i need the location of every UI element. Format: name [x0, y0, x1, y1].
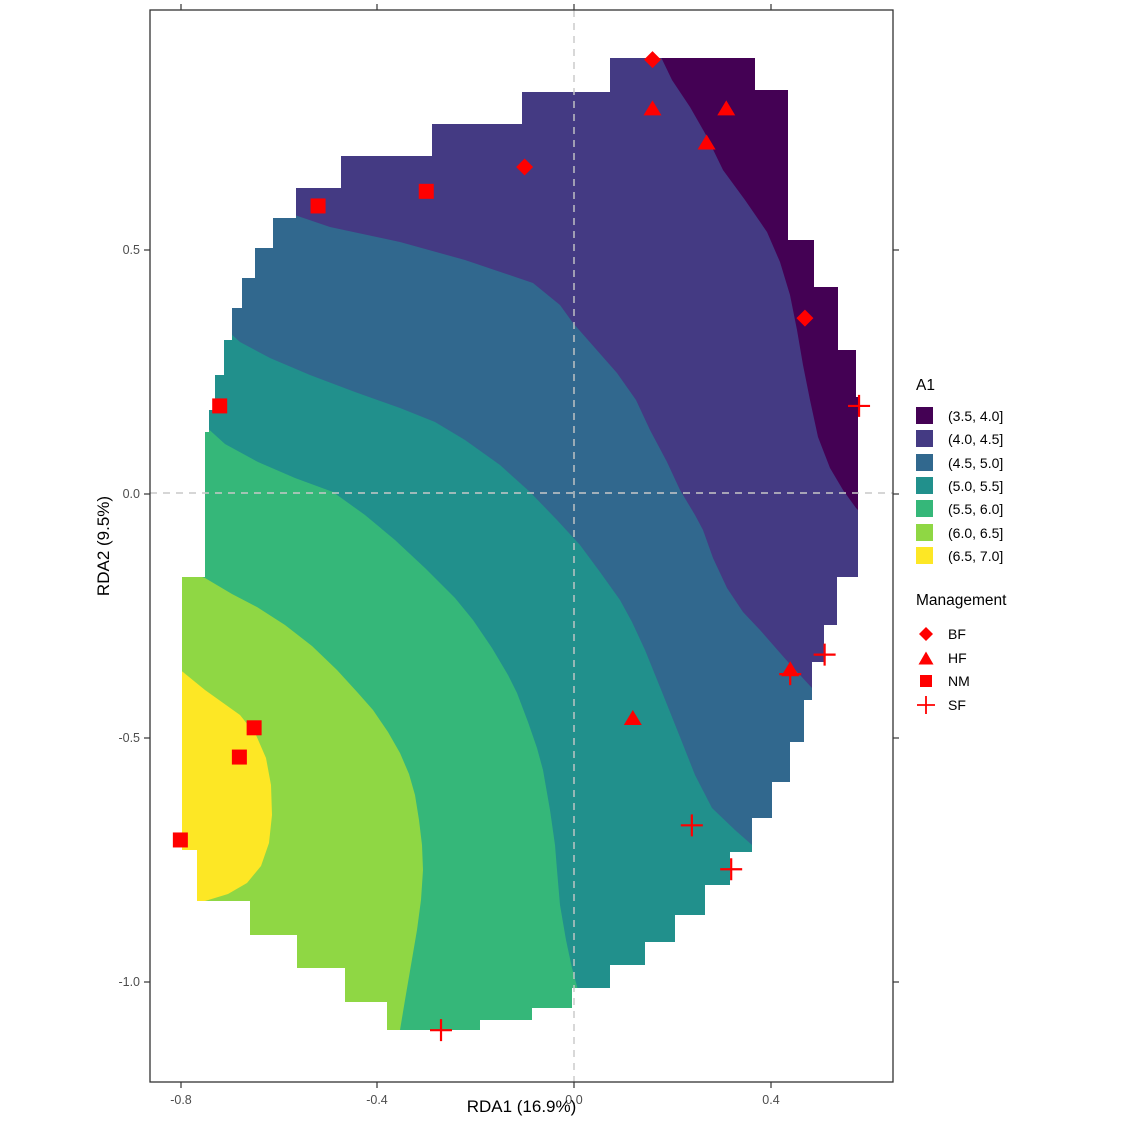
- legend-entry-bin3: (4.5, 5.0]: [916, 451, 1003, 474]
- legend-entry-bin2: (4.0, 4.5]: [916, 427, 1003, 450]
- swatch-4.5-5.0: [916, 454, 933, 471]
- legend-label: (4.5, 5.0]: [948, 454, 1004, 471]
- legend-entry-bin5: (5.5, 6.0]: [916, 497, 1003, 520]
- y-tick-0.0: 0.0: [122, 487, 140, 501]
- point-sf: [430, 1019, 453, 1042]
- legend-label: (3.5, 4.0]: [948, 407, 1004, 424]
- x-tick-neg0.8: -0.8: [170, 1093, 192, 1107]
- swatch-5.0-5.5: [916, 477, 933, 494]
- fill-legend-title: A1: [916, 377, 935, 394]
- axis-ticks: [144, 4, 899, 1088]
- sf-plus-icon: [917, 695, 935, 714]
- y-tick-0.5: 0.5: [122, 243, 140, 257]
- legend-entry-bin1: (3.5, 4.0]: [916, 404, 1003, 427]
- legend-label: SF: [948, 696, 966, 713]
- swatch-3.5-4.0: [916, 407, 933, 424]
- legend-entry-sf: SF: [916, 693, 966, 716]
- contour-surface: [182, 58, 858, 1030]
- bf-diamond-icon: [919, 626, 933, 641]
- point-nm: [418, 183, 434, 199]
- legend-label: (6.5, 7.0]: [948, 547, 1004, 564]
- point-sf: [848, 394, 871, 417]
- swatch-6.5-7.0: [916, 547, 933, 564]
- swatch-6.0-6.5: [916, 524, 933, 541]
- data-points: [172, 51, 871, 1042]
- x-tick-0.4: 0.4: [762, 1093, 780, 1107]
- point-bf: [643, 51, 661, 69]
- hf-triangle-icon: [918, 651, 934, 664]
- legend-entry-bin4: (5.0, 5.5]: [916, 474, 1003, 497]
- point-sf: [720, 858, 743, 881]
- point-hf: [697, 134, 716, 150]
- legend-entry-nm: NM: [916, 669, 970, 692]
- swatch-4.0-4.5: [916, 430, 933, 447]
- point-bf: [796, 309, 814, 327]
- legend-label: (6.0, 6.5]: [948, 524, 1004, 541]
- legend-label: (5.5, 6.0]: [948, 500, 1004, 517]
- nm-square-icon: [920, 674, 932, 687]
- x-axis-title: RDA1 (16.9%): [466, 1097, 577, 1116]
- shape-legend-title: Management: [916, 592, 1007, 609]
- legend-entry-bin7: (6.5, 7.0]: [916, 544, 1003, 567]
- legend-label: (5.0, 5.5]: [948, 477, 1004, 494]
- legend-entry-hf: HF: [916, 646, 967, 669]
- y-axis-title: RDA2 (9.5%): [94, 495, 113, 597]
- x-tick-0.0: 0.0: [565, 1093, 583, 1107]
- point-sf: [680, 814, 703, 837]
- point-nm: [212, 398, 228, 414]
- legend-label: HF: [948, 649, 967, 666]
- point-nm: [231, 749, 247, 765]
- panel-border: [149, 9, 894, 1083]
- point-nm: [310, 198, 326, 214]
- legend-label: NM: [948, 672, 970, 689]
- y-tick-neg0.5: -0.5: [118, 731, 140, 745]
- point-bf: [516, 158, 534, 176]
- y-tick-neg1.0: -1.0: [118, 975, 140, 989]
- point-hf: [643, 100, 662, 116]
- legend-label: BF: [948, 625, 966, 642]
- legend-entry-bin6: (6.0, 6.5]: [916, 521, 1003, 544]
- point-hf: [781, 661, 800, 677]
- point-hf: [623, 710, 642, 726]
- point-nm: [172, 832, 188, 848]
- point-hf: [717, 100, 736, 116]
- legend-entry-bf: BF: [916, 622, 966, 645]
- swatch-5.5-6.0: [916, 500, 933, 517]
- reference-lines: [150, 10, 893, 1082]
- x-tick-neg0.4: -0.4: [366, 1093, 388, 1107]
- legend-label: (4.0, 4.5]: [948, 430, 1004, 447]
- point-sf: [813, 643, 836, 666]
- point-nm: [246, 720, 262, 736]
